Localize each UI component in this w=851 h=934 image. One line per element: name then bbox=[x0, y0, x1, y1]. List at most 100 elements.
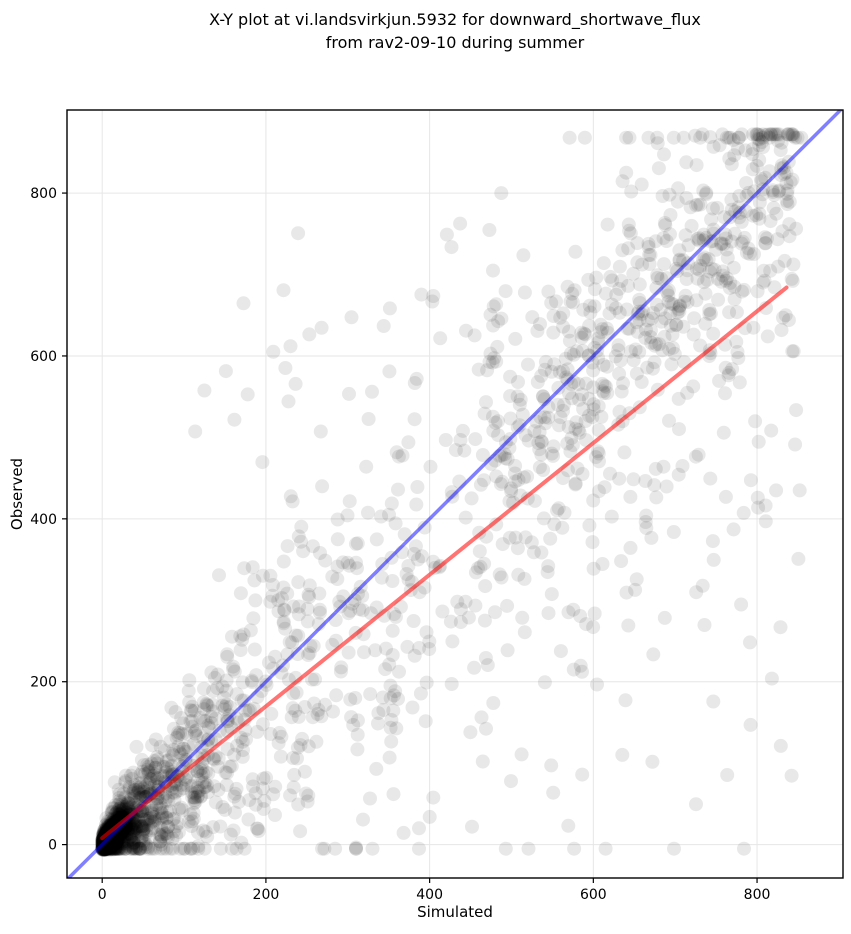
scatter-point bbox=[532, 460, 547, 475]
scatter-point bbox=[136, 781, 150, 796]
scatter-point bbox=[576, 402, 591, 416]
scatter-point bbox=[241, 703, 256, 718]
scatter-point bbox=[575, 387, 589, 402]
scatter-point bbox=[684, 218, 699, 233]
scatter-point bbox=[619, 585, 634, 600]
x-tick-label: 200 bbox=[253, 887, 280, 903]
scatter-point bbox=[212, 723, 227, 738]
scatter-point bbox=[784, 271, 799, 286]
scatter-point bbox=[174, 711, 189, 725]
scatter-point bbox=[104, 806, 119, 821]
scatter-point bbox=[788, 130, 802, 145]
scatter-point bbox=[230, 738, 245, 753]
scatter-point bbox=[727, 226, 742, 241]
scatter-point bbox=[165, 785, 180, 800]
scatter-point bbox=[265, 588, 280, 603]
scatter-point bbox=[235, 632, 250, 647]
scatter-point bbox=[386, 688, 401, 703]
scatter-point bbox=[117, 833, 132, 848]
scatter-point bbox=[276, 580, 291, 595]
scatter-point bbox=[213, 841, 228, 856]
scatter-point bbox=[118, 775, 133, 790]
scatter-point bbox=[140, 762, 155, 777]
scatter-point bbox=[679, 155, 694, 170]
scatter-point bbox=[132, 841, 147, 856]
scatter-point bbox=[789, 403, 804, 418]
scatter-point bbox=[718, 360, 733, 375]
scatter-point bbox=[746, 208, 761, 223]
scatter-point bbox=[737, 841, 751, 856]
scatter-point bbox=[582, 518, 597, 533]
scatter-point bbox=[240, 387, 255, 402]
scatter-point bbox=[283, 489, 298, 504]
scatter-point bbox=[574, 325, 589, 340]
scatter-point bbox=[587, 282, 602, 297]
scatter-point bbox=[630, 324, 645, 339]
scatter-point bbox=[612, 404, 627, 419]
scatter-point bbox=[100, 841, 115, 856]
scatter-point bbox=[297, 700, 312, 714]
scatter-point bbox=[765, 183, 780, 198]
scatter-point bbox=[671, 467, 686, 482]
scatter-point bbox=[108, 841, 123, 856]
scatter-point bbox=[687, 311, 702, 326]
scatter-point bbox=[666, 130, 681, 145]
scatter-point bbox=[734, 127, 749, 142]
scatter-point bbox=[263, 568, 278, 583]
scatter-point bbox=[752, 195, 767, 210]
scatter-point bbox=[758, 498, 773, 513]
scatter-point bbox=[385, 623, 400, 638]
scatter-point bbox=[227, 664, 242, 679]
scatter-point bbox=[723, 275, 738, 290]
scatter-point bbox=[698, 286, 713, 301]
scatter-point bbox=[104, 804, 119, 819]
scatter-point bbox=[715, 127, 730, 142]
scatter-point bbox=[106, 812, 121, 827]
scatter-point bbox=[312, 605, 327, 620]
scatter-point bbox=[211, 759, 226, 774]
scatter-point bbox=[280, 539, 295, 554]
scatter-point bbox=[517, 625, 532, 640]
scatter-point bbox=[605, 273, 620, 288]
scatter-point bbox=[517, 285, 532, 300]
scatter-point bbox=[485, 355, 500, 370]
scatter-point bbox=[643, 323, 658, 338]
scatter-point bbox=[154, 806, 169, 820]
scatter-point bbox=[502, 530, 517, 545]
scatter-point bbox=[486, 696, 501, 710]
scatter-point bbox=[721, 368, 736, 383]
scatter-point bbox=[311, 702, 326, 717]
scatter-point bbox=[479, 395, 493, 410]
scatter-point bbox=[101, 835, 115, 850]
scatter-point bbox=[586, 620, 601, 635]
scatter-point bbox=[155, 824, 170, 839]
scatter-point bbox=[141, 759, 156, 774]
scatter-point bbox=[414, 287, 429, 302]
scatter-point bbox=[113, 834, 128, 849]
scatter-point bbox=[110, 835, 125, 850]
scatter-point bbox=[136, 822, 151, 837]
scatter-point bbox=[123, 824, 138, 839]
scatter-point bbox=[96, 840, 111, 854]
scatter-point bbox=[218, 364, 233, 379]
scatter-point bbox=[110, 841, 125, 856]
scatter-point bbox=[638, 515, 653, 529]
scatter-point bbox=[730, 345, 745, 359]
scatter-point bbox=[495, 537, 510, 552]
scatter-point bbox=[336, 555, 350, 570]
scatter-point bbox=[314, 709, 329, 724]
scatter-point bbox=[723, 130, 738, 145]
scatter-point bbox=[282, 635, 297, 649]
scatter-point bbox=[389, 721, 404, 736]
scatter-point bbox=[577, 130, 592, 145]
scatter-point bbox=[732, 375, 747, 390]
scatter-point bbox=[108, 798, 123, 813]
scatter-point bbox=[284, 710, 299, 725]
scatter-point bbox=[114, 841, 129, 856]
scatter-point bbox=[623, 226, 638, 241]
scatter-point bbox=[176, 742, 191, 756]
scatter-point bbox=[183, 841, 198, 856]
scatter-point bbox=[599, 379, 613, 394]
scatter-point bbox=[591, 446, 606, 461]
scatter-point bbox=[513, 392, 528, 407]
